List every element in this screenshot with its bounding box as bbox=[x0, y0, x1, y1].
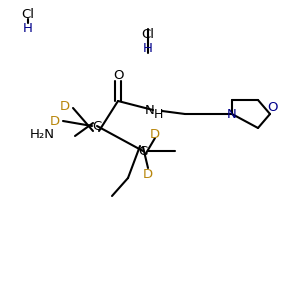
Text: H: H bbox=[23, 22, 33, 35]
Text: D: D bbox=[50, 115, 60, 128]
Text: H₂N: H₂N bbox=[30, 128, 55, 141]
Text: C: C bbox=[92, 120, 102, 133]
Text: O: O bbox=[267, 101, 277, 113]
Text: O: O bbox=[113, 68, 123, 81]
Text: N: N bbox=[227, 107, 237, 120]
Text: D: D bbox=[150, 128, 160, 141]
Text: N: N bbox=[145, 104, 155, 117]
Text: D: D bbox=[60, 99, 70, 112]
Text: D: D bbox=[143, 168, 153, 181]
Text: C: C bbox=[138, 144, 148, 157]
Text: Cl: Cl bbox=[22, 7, 34, 20]
Text: H: H bbox=[143, 41, 153, 54]
Text: H: H bbox=[153, 107, 163, 120]
Text: Cl: Cl bbox=[141, 28, 155, 41]
